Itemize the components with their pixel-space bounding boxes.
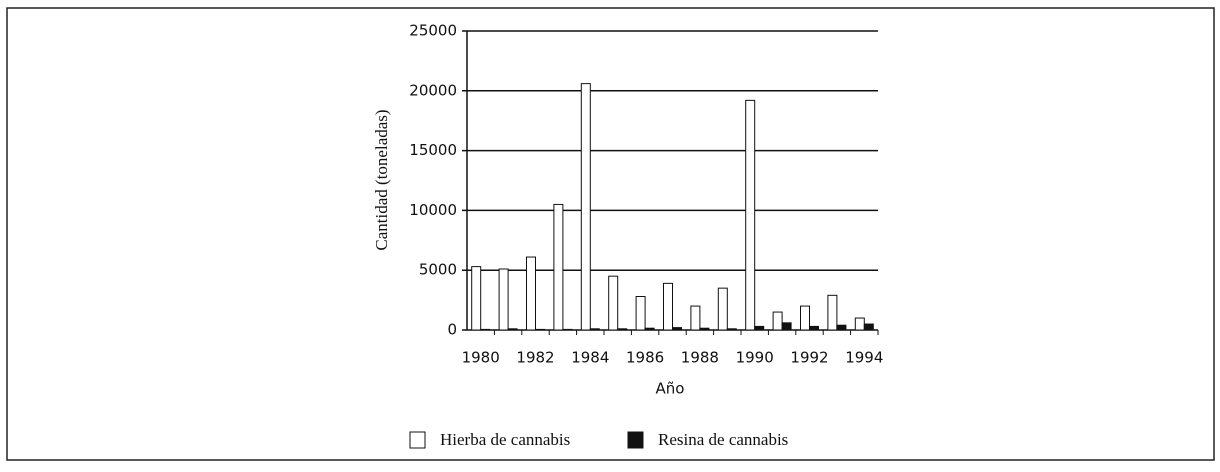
x-tick-label: 1982: [516, 349, 554, 367]
bar: [781, 322, 792, 331]
bar: [717, 287, 728, 331]
legend-label: Hierba de cannabis: [440, 430, 570, 449]
y-tick-label: 15000: [409, 141, 457, 159]
bar: [836, 324, 847, 331]
bar: [854, 317, 865, 331]
x-tick-label: 1988: [681, 349, 719, 367]
bar: [526, 256, 536, 331]
bar: [617, 328, 628, 331]
x-tick-label: 1992: [790, 349, 828, 367]
y-tick-label: 0: [447, 321, 457, 339]
y-tick-label: 5000: [419, 261, 457, 279]
bar: [863, 323, 874, 331]
y-axis-label: Cantidad (toneladas): [372, 109, 391, 250]
bar: [745, 99, 756, 331]
x-tick-label: 1986: [626, 349, 664, 367]
bar: [562, 328, 573, 331]
bar: [471, 266, 482, 331]
bar: [580, 83, 591, 331]
bar: [827, 294, 838, 331]
bar: [507, 328, 518, 331]
bar: [800, 305, 810, 331]
bar: [498, 268, 509, 331]
y-tick-label: 25000: [409, 22, 457, 40]
x-tick-label: 1994: [845, 349, 883, 367]
bar: [589, 328, 600, 331]
bar: [699, 327, 710, 331]
bar: [809, 325, 819, 331]
bar: [553, 203, 564, 331]
legend-label: Resina de cannabis: [658, 430, 788, 449]
bar: [635, 296, 646, 331]
x-tick-label: 1990: [736, 349, 774, 367]
x-axis-label: Año: [656, 380, 685, 398]
bar: [608, 275, 619, 331]
y-tick-label: 10000: [409, 201, 457, 219]
bar: [754, 325, 765, 331]
x-tick-label: 1984: [571, 349, 609, 367]
legend-swatch: [409, 431, 426, 449]
legend-swatch: [627, 431, 644, 449]
x-tick-label: 1980: [462, 349, 500, 367]
frame: [6, 7, 1215, 461]
bar: [663, 282, 673, 331]
bar: [644, 327, 655, 331]
bar: [535, 328, 545, 331]
bar: [690, 305, 701, 331]
bar: [672, 327, 682, 331]
bar: [480, 328, 491, 331]
bar: [772, 311, 783, 331]
bar: [726, 328, 737, 331]
y-tick-label: 20000: [409, 81, 457, 99]
